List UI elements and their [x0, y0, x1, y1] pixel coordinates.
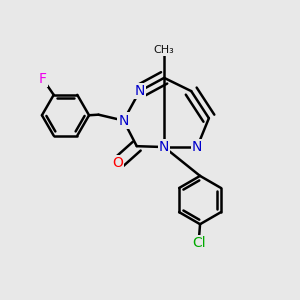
- Text: N: N: [192, 140, 202, 154]
- Text: N: N: [118, 114, 129, 128]
- Text: F: F: [38, 72, 46, 86]
- Text: O: O: [112, 156, 123, 170]
- Text: N: N: [159, 140, 169, 154]
- Text: N: N: [134, 84, 145, 98]
- Text: Cl: Cl: [192, 236, 206, 250]
- Text: CH₃: CH₃: [154, 45, 175, 55]
